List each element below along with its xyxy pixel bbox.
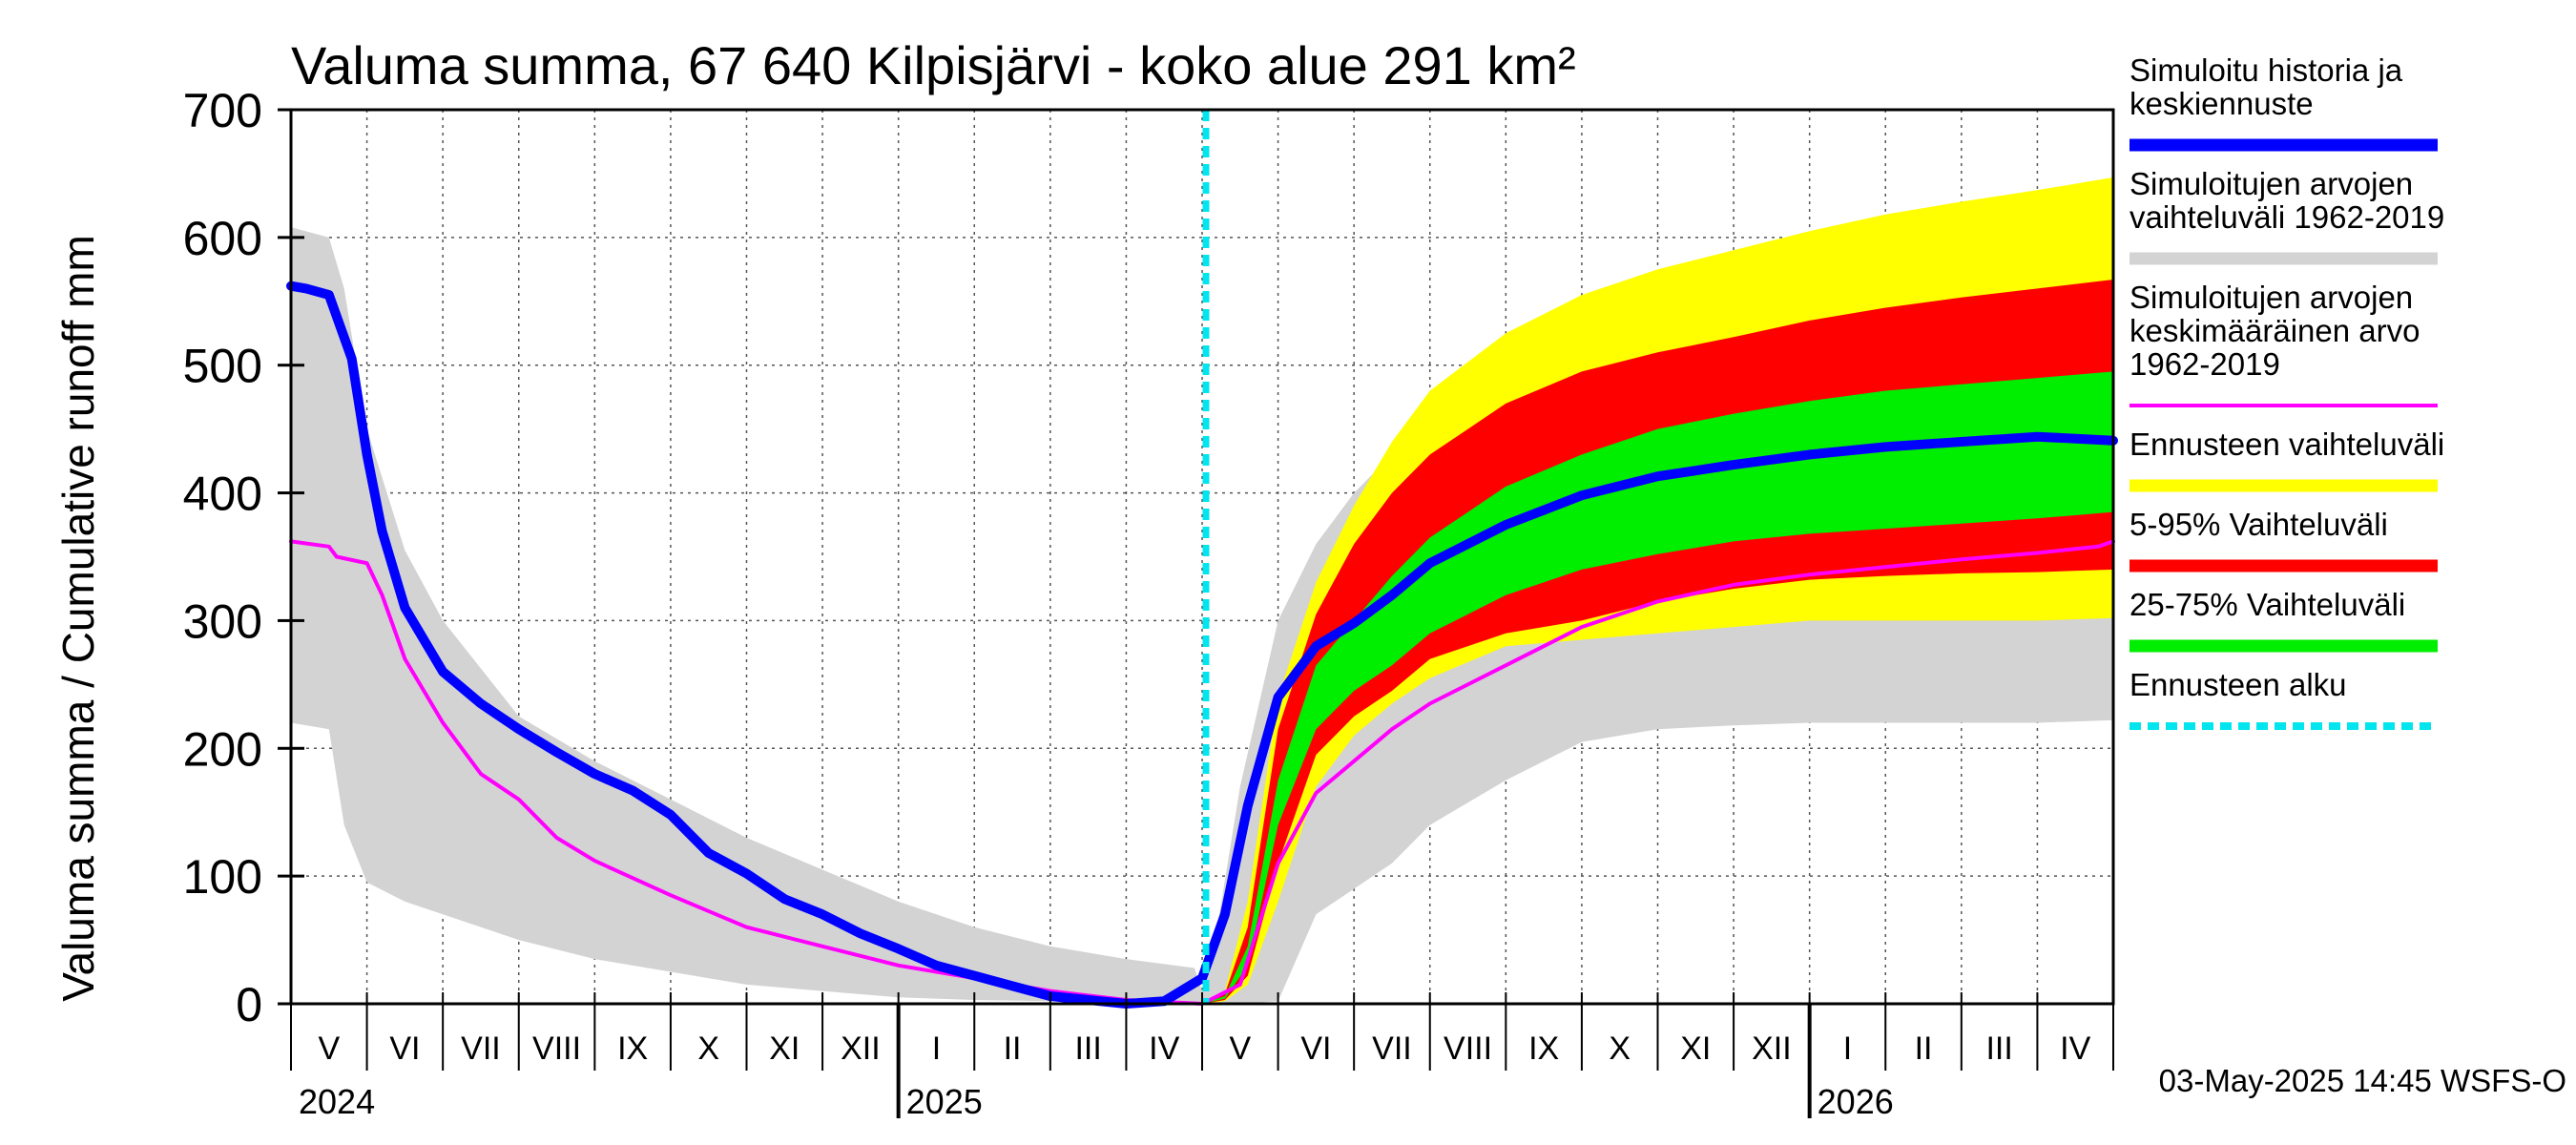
- x-month-label: V: [318, 1030, 340, 1067]
- x-month-label: VII: [1372, 1030, 1412, 1067]
- history-line: [286, 281, 2118, 1009]
- plot-area: [286, 109, 2118, 1009]
- y-tick-label: 300: [183, 594, 262, 648]
- x-year-label: 2026: [1818, 1082, 1894, 1121]
- x-month-label: VI: [1300, 1030, 1331, 1067]
- y-tick-label: 700: [183, 84, 262, 137]
- x-month-label: VI: [389, 1030, 420, 1067]
- x-year-label: 2024: [299, 1082, 375, 1121]
- legend-label-0: Simuloitu historia ja: [2129, 52, 2403, 88]
- x-month-label: III: [1074, 1030, 1101, 1067]
- y-tick-label: 600: [183, 212, 262, 265]
- legend-label-1: Simuloitujen arvojen: [2129, 166, 2413, 201]
- legend-label-6: Ennusteen alku: [2129, 667, 2347, 702]
- x-month-label: VIII: [1444, 1030, 1492, 1067]
- x-month-label: X: [1609, 1030, 1631, 1067]
- x-month-label: X: [697, 1030, 719, 1067]
- y-tick-label: 0: [236, 978, 262, 1031]
- y-tick-label: 400: [183, 468, 262, 521]
- x-month-label: IV: [2060, 1030, 2090, 1067]
- y-tick-label: 100: [183, 850, 262, 904]
- legend-label-4: 5-95% Vaihteluväli: [2129, 507, 2388, 542]
- x-month-label: IV: [1149, 1030, 1179, 1067]
- legend-label-2: keskimääräinen arvo: [2129, 313, 2420, 348]
- y-tick-label: 500: [183, 340, 262, 393]
- legend-label-0: keskiennuste: [2129, 86, 2314, 121]
- x-month-label: II: [1004, 1030, 1022, 1067]
- x-month-label: XII: [841, 1030, 881, 1067]
- x-month-label: V: [1229, 1030, 1251, 1067]
- x-month-label: IX: [1528, 1030, 1559, 1067]
- timestamp-footer: 03-May-2025 14:45 WSFS-O: [2159, 1063, 2566, 1098]
- x-month-label: VII: [461, 1030, 501, 1067]
- x-month-label: I: [932, 1030, 941, 1067]
- y-axis-label: Valuma summa / Cumulative runoff mm: [53, 235, 103, 1002]
- y-tick-label: 200: [183, 722, 262, 776]
- x-month-label: IX: [617, 1030, 648, 1067]
- legend-label-3: Ennusteen vaihteluväli: [2129, 427, 2444, 462]
- x-month-label: II: [1915, 1030, 1933, 1067]
- legend-label-2: 1962-2019: [2129, 346, 2280, 382]
- x-year-label: 2025: [906, 1082, 983, 1121]
- legend-label-5: 25-75% Vaihteluväli: [2129, 587, 2405, 622]
- x-month-label: I: [1843, 1030, 1852, 1067]
- x-month-label: XI: [769, 1030, 800, 1067]
- chart-title: Valuma summa, 67 640 Kilpisjärvi - koko …: [291, 35, 1576, 95]
- x-month-label: XI: [1680, 1030, 1711, 1067]
- legend-label-1: vaihteluväli 1962-2019: [2129, 199, 2444, 235]
- legend-label-2: Simuloitujen arvojen: [2129, 280, 2413, 315]
- x-month-label: III: [1985, 1030, 2012, 1067]
- x-month-label: XII: [1752, 1030, 1792, 1067]
- x-month-label: VIII: [532, 1030, 581, 1067]
